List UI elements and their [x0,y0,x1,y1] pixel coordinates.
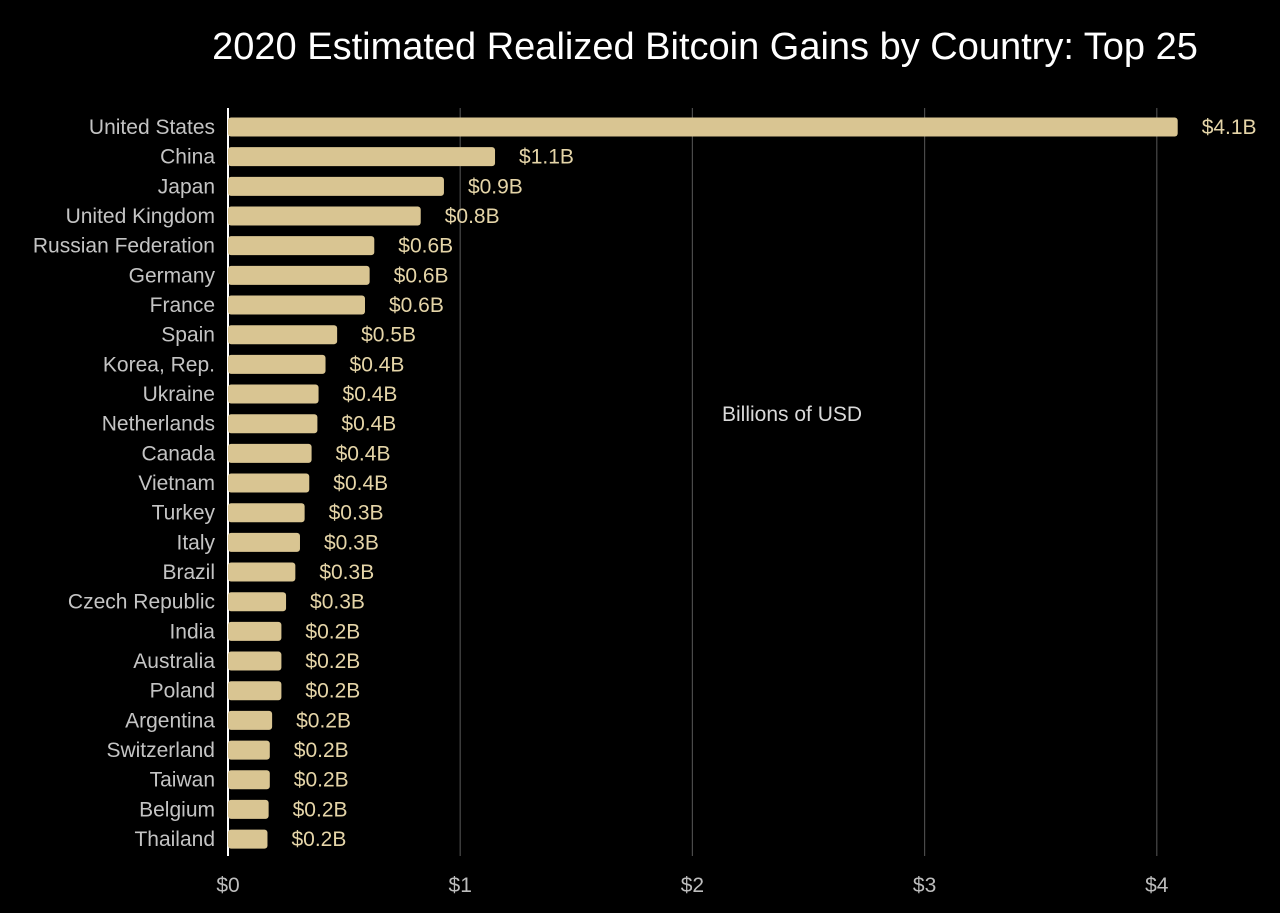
category-label: Spain [161,324,215,347]
category-label: Turkey [152,502,216,525]
chart-title: 2020 Estimated Realized Bitcoin Gains by… [212,26,1198,68]
category-label: Germany [129,264,216,287]
data-label: $0.8B [445,205,500,228]
data-label: $0.2B [293,798,348,821]
data-label: $0.5B [361,324,416,347]
category-label: Czech Republic [68,591,215,614]
grid-lines [227,108,1158,856]
bars [228,117,1178,849]
data-label: $0.2B [305,650,360,673]
bar [228,799,269,819]
x-tick-label: $1 [449,874,472,897]
category-label: United Kingdom [66,205,215,228]
bar [228,443,312,463]
category-label: Netherlands [102,413,215,436]
data-label: $0.2B [294,739,349,762]
category-label: Canada [141,442,215,465]
category-label: India [169,620,215,643]
bar [228,651,282,671]
bar [228,473,310,493]
data-label: $0.4B [341,413,396,436]
category-label: France [150,294,215,317]
bar [228,176,444,196]
category-label: Vietnam [138,472,215,495]
data-label: $0.2B [294,769,349,792]
data-label: $4.1B [1202,116,1257,139]
bar [228,354,326,374]
category-label: Thailand [134,828,215,851]
category-label: Russian Federation [33,235,215,258]
data-label: $0.4B [350,353,405,376]
category-label: Korea, Rep. [103,353,215,376]
data-label: $0.3B [319,561,374,584]
data-label: $0.3B [329,502,384,525]
x-tick-label: $0 [216,874,239,897]
data-label: $0.2B [291,828,346,851]
units-annotation: Billions of USD [722,403,862,426]
x-tick-label: $3 [913,874,936,897]
bar [228,206,421,226]
bar [228,592,287,612]
data-label: $0.6B [389,294,444,317]
bar [228,621,282,641]
data-label: $0.3B [324,531,379,554]
category-label: Poland [150,680,215,703]
category-label: Japan [158,175,215,198]
data-label: $0.6B [394,264,449,287]
bar [228,295,365,315]
bar [228,681,282,701]
bar [228,265,370,285]
category-label: Australia [133,650,215,673]
category-label: United States [89,116,215,139]
data-label: $0.4B [343,383,398,406]
category-label: Brazil [162,561,215,584]
data-label: $0.3B [310,591,365,614]
x-tick-label: $2 [681,874,704,897]
category-label: Taiwan [150,769,215,792]
bar [228,414,318,434]
data-label: $0.9B [468,175,523,198]
category-label: China [160,146,215,169]
bar [228,532,300,552]
bar [228,325,338,345]
data-label: $0.2B [296,709,351,732]
bar [228,829,268,849]
data-label: $0.4B [333,472,388,495]
category-label: Italy [176,531,215,554]
bar [228,562,296,582]
category-label: Switzerland [106,739,215,762]
bar [228,236,375,256]
category-label: Belgium [139,798,215,821]
bar [228,710,273,730]
bar [228,740,270,760]
data-label: $0.2B [305,680,360,703]
category-label: Argentina [125,709,215,732]
data-label: $0.4B [336,442,391,465]
category-label: Ukraine [143,383,215,406]
data-label: $0.6B [398,235,453,258]
bar [228,503,305,523]
data-label: $0.2B [305,620,360,643]
bar [228,147,496,167]
bar [228,770,270,790]
bar [228,117,1178,137]
x-tick-label: $4 [1145,874,1169,897]
data-label: $1.1B [519,146,574,169]
labels: $0 $1 $2 $3 $4 United States $4.1B China $1.1B Ja… [33,116,1257,897]
bar [228,384,319,404]
